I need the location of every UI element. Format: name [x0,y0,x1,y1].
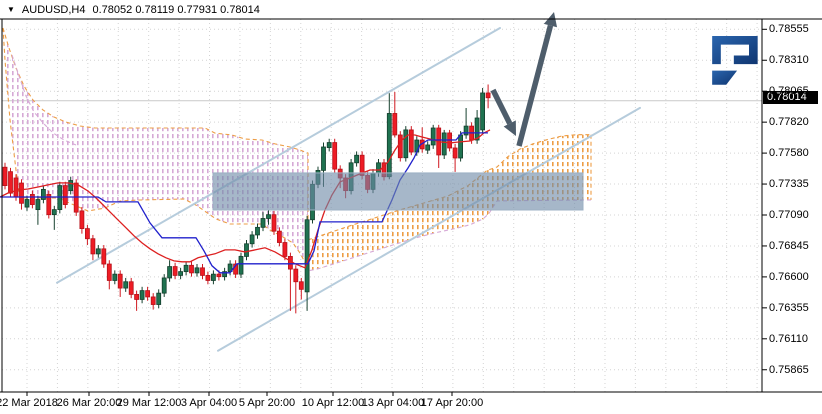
roboforex-logo [712,36,758,85]
projection-arrow-up [516,12,558,147]
tenkan-sen-line [0,129,491,269]
logo-letter [712,36,758,65]
symbol-dropdown-icon: ▼ [7,5,15,14]
chart-symbol-period: AUDUSD,H4 [21,4,86,16]
kijun-sen-line [0,132,488,274]
logo-leg [712,70,738,85]
chart-frame [0,18,822,396]
channel-trendlines [56,27,641,352]
ichimoku-cloud-past [2,27,309,269]
chart-title-bar: ▼ AUDUSD,H4 0.78052 0.78119 0.77931 0.78… [7,3,260,17]
pullback-arrow-down [490,88,516,136]
current-price-tag: 0.78014 [763,91,818,105]
support-zone-rectangle [212,172,584,211]
chart-ohlc-values: 0.78052 0.78119 0.77931 0.78014 [92,4,260,16]
